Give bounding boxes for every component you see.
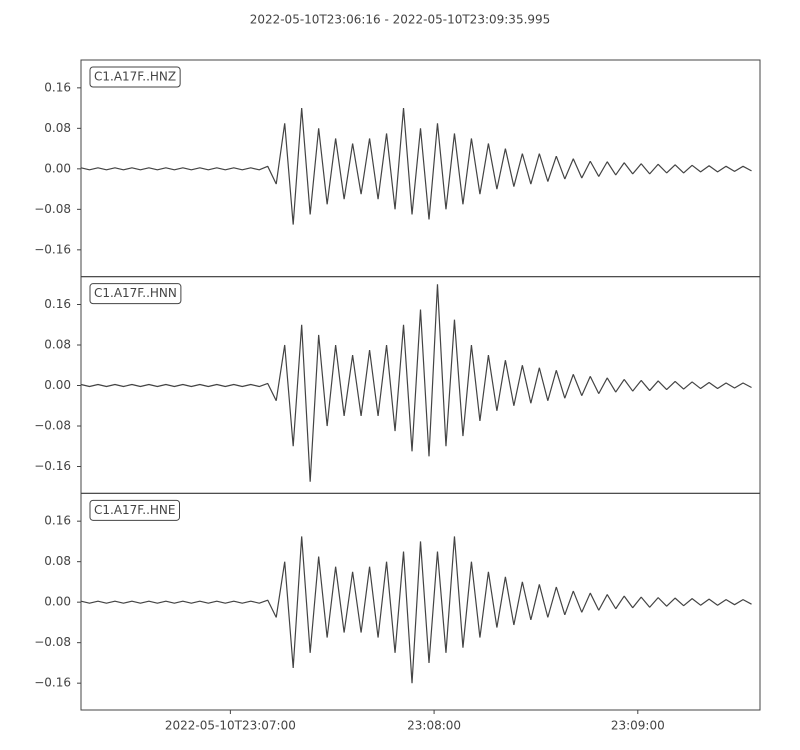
y-tick-label: 0.08 [44,554,71,568]
trace-label: C1.A17F..HNN [94,286,177,300]
y-tick-label: 0.08 [44,338,71,352]
y-tick-label: −0.16 [34,242,71,256]
y-tick-label: −0.08 [34,202,71,216]
y-tick-label: −0.16 [34,676,71,690]
y-tick-label: 0.08 [44,121,71,135]
waveform [80,536,752,684]
y-tick-label: 0.16 [44,297,71,311]
trace-label-box [89,66,181,88]
y-tick-label: −0.16 [34,459,71,473]
y-tick-label: 0.00 [44,378,71,392]
y-tick-label: 0.00 [44,595,71,609]
trace-label-box [89,283,182,305]
x-tick-label: 23:08:00 [407,719,461,733]
x-tick-label: 23:09:00 [611,719,665,733]
trace-label-box [89,499,180,521]
y-tick-label: −0.08 [34,635,71,649]
panel-frame [80,492,761,711]
y-tick-label: −0.08 [34,419,71,433]
x-tick-label: 2022-05-10T23:07:00 [165,719,296,733]
trace-label: C1.A17F..HNE [94,503,176,517]
y-tick-label: 0.16 [44,514,71,528]
trace-label: C1.A17F..HNZ [94,70,176,84]
waveform [80,284,752,482]
chart-title: 2022-05-10T23:06:16 - 2022-05-10T23:09:3… [250,13,551,27]
y-tick-label: 0.16 [44,80,71,94]
waveform [80,108,752,225]
y-tick-label: 0.00 [44,161,71,175]
